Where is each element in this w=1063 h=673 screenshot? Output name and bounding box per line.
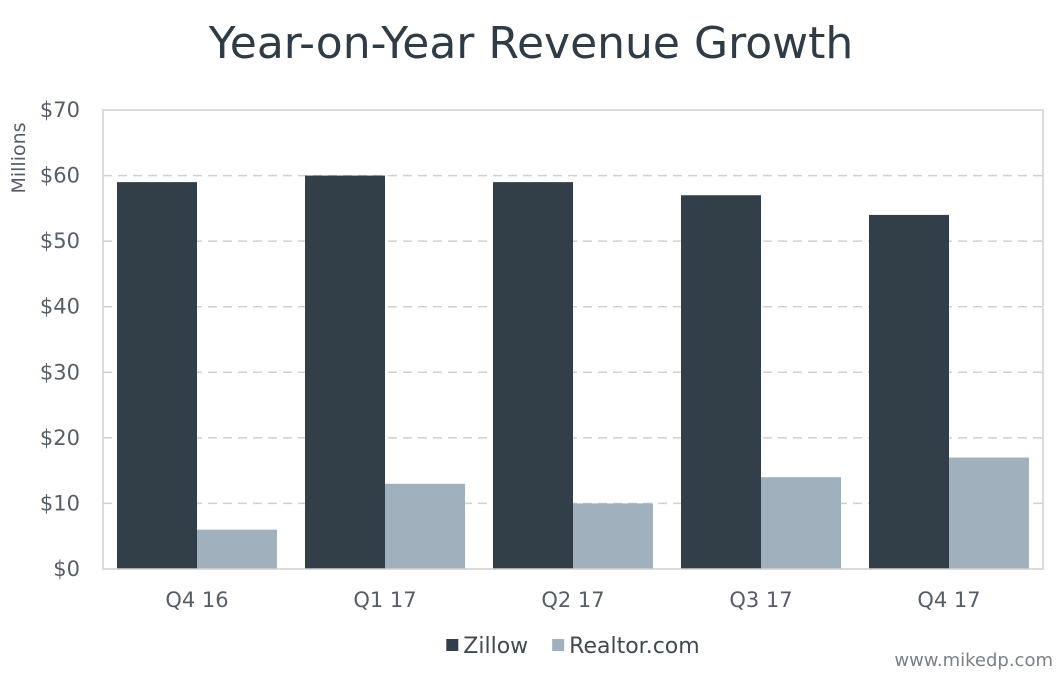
- watermark: www.mikedp.com: [894, 650, 1053, 671]
- legend-swatch: [552, 639, 565, 651]
- bar-realtor-com-4: [949, 457, 1029, 569]
- legend-item-realtor-com: Realtor.com: [552, 634, 700, 659]
- y-tick-label: $30: [40, 360, 80, 384]
- x-tick-label: Q4 16: [165, 588, 228, 612]
- chart-title: Year-on-Year Revenue Growth: [208, 18, 854, 69]
- plot-frame: [102, 109, 1044, 570]
- y-tick-labels: $0 $10 $20 $30 $40 $50 $60 $70: [40, 98, 80, 581]
- y-tick-label: $50: [40, 229, 80, 253]
- x-tick-label: Q3 17: [729, 588, 792, 612]
- x-tick-label: Q4 17: [917, 588, 980, 612]
- y-tick-label: $10: [40, 491, 80, 515]
- legend: Zillow Realtor.com: [446, 634, 700, 659]
- y-tick-label: $0: [53, 557, 80, 581]
- bar-realtor-com-3: [761, 477, 841, 569]
- legend-item-zillow: Zillow: [446, 634, 528, 659]
- bar-zillow-0: [117, 182, 197, 569]
- bar-zillow-1: [305, 175, 385, 570]
- x-tick-label: Q1 17: [353, 588, 416, 612]
- x-tick-labels: Q4 16 Q1 17 Q2 17 Q3 17 Q4 17: [165, 588, 980, 612]
- y-tick-label: $60: [40, 164, 80, 188]
- legend-label: Realtor.com: [569, 634, 700, 659]
- y-tick-label: $40: [40, 295, 80, 319]
- bar-realtor-com-2: [573, 503, 653, 569]
- x-tick-label: Q2 17: [541, 588, 604, 612]
- bars: [117, 175, 1029, 570]
- legend-label: Zillow: [463, 634, 528, 659]
- y-tick-label: $70: [40, 98, 80, 122]
- bar-zillow-2: [493, 182, 573, 569]
- bar-realtor-com-0: [197, 529, 277, 569]
- bar-zillow-4: [869, 214, 949, 569]
- legend-swatch: [446, 639, 459, 651]
- y-axis-label: Millions: [8, 122, 30, 193]
- bar-zillow-3: [681, 195, 761, 569]
- y-tick-label: $20: [40, 426, 80, 450]
- bar-realtor-com-1: [385, 483, 465, 569]
